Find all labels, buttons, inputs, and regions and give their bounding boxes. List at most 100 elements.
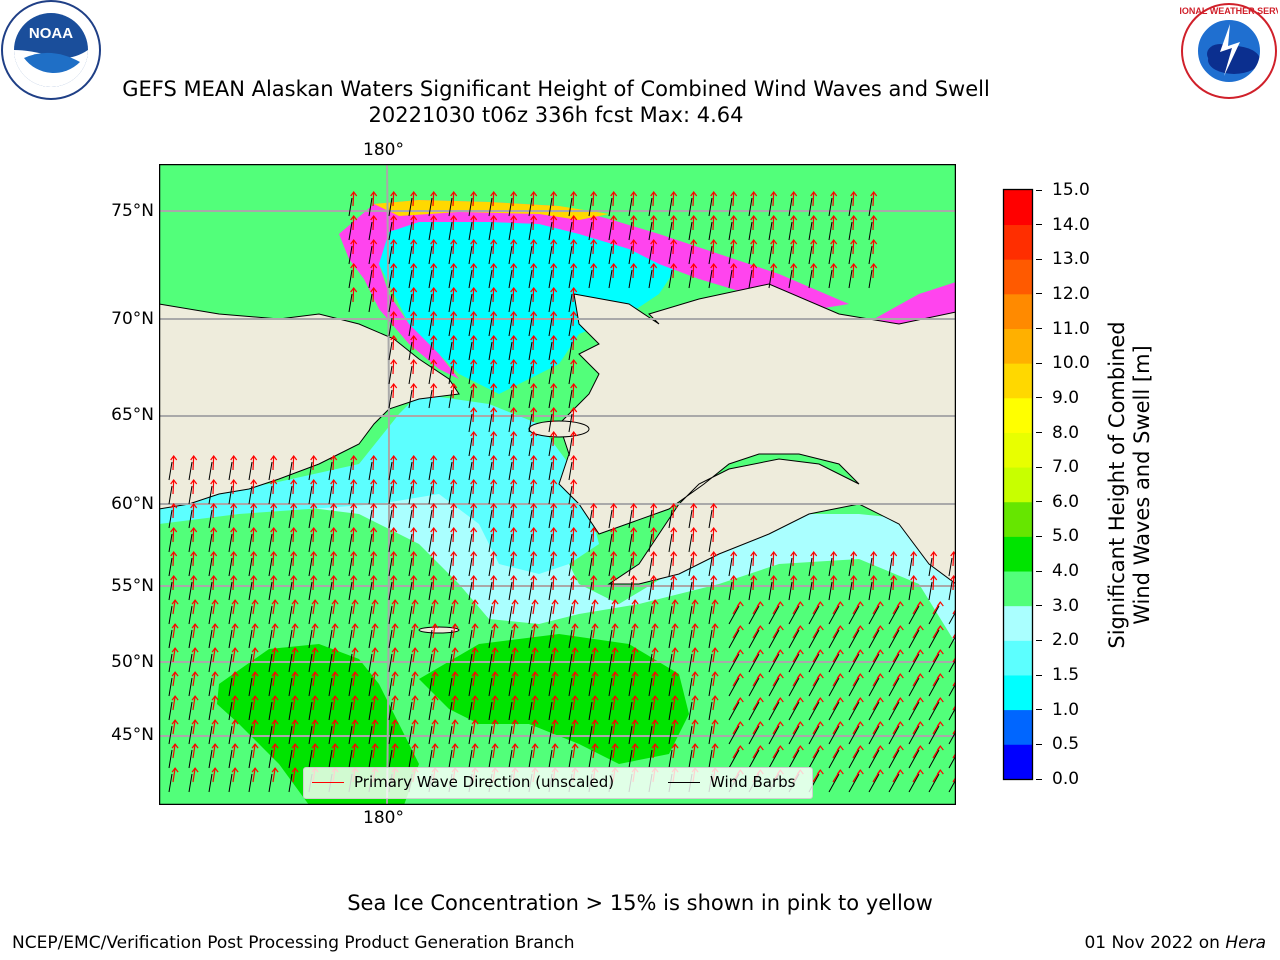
wave-arrow-head xyxy=(471,719,479,725)
wave-arrow-head xyxy=(631,599,639,605)
wind-barb xyxy=(428,341,433,361)
wave-direction-arrow xyxy=(572,503,575,519)
wave-arrow-head xyxy=(331,647,339,653)
wind-barb xyxy=(288,581,293,601)
wave-direction-arrow xyxy=(252,479,255,495)
wind-barb xyxy=(728,221,733,241)
colorbar-tick-label: 6.0 xyxy=(1052,491,1080,512)
wave-arrow-head xyxy=(776,721,784,727)
wave-direction-arrow xyxy=(432,672,436,687)
wind-barb xyxy=(468,245,473,265)
wind-barb xyxy=(368,221,373,241)
wave-direction-arrow xyxy=(652,527,655,543)
wind-barb xyxy=(328,749,333,769)
wind-barb xyxy=(468,557,473,577)
wave-arrow-head xyxy=(491,719,499,725)
wind-barb xyxy=(668,533,673,553)
wind-barb xyxy=(508,293,513,313)
wave-arrow-head xyxy=(490,575,498,581)
wave-direction-arrow xyxy=(632,624,636,639)
colorbar-title-line2: Wind Waves and Swell [m] xyxy=(1130,345,1154,625)
wind-barb xyxy=(588,557,593,577)
wave-arrow-head xyxy=(530,551,538,557)
wave-arrow-head xyxy=(470,263,478,269)
wind-barb xyxy=(448,749,453,769)
wave-direction-arrow xyxy=(732,575,735,591)
wind-barb xyxy=(808,557,813,577)
wave-direction-arrow xyxy=(572,263,575,279)
wave-arrow-head xyxy=(631,623,639,629)
wave-arrow-head xyxy=(330,503,338,509)
wave-direction-arrow xyxy=(752,575,755,591)
wind-barb xyxy=(528,701,533,721)
wave-direction-arrow xyxy=(232,527,235,543)
wave-arrow-head xyxy=(390,311,398,317)
wind-barb xyxy=(888,557,893,577)
wind-barb xyxy=(568,677,573,697)
wave-arrow-head xyxy=(411,671,419,677)
wave-direction-arrow xyxy=(472,431,475,447)
wind-barb xyxy=(368,629,373,649)
wave-arrow-head xyxy=(630,191,638,197)
wave-arrow-head xyxy=(191,695,199,701)
wave-arrow-head xyxy=(590,239,598,245)
wave-arrow-head xyxy=(171,719,179,725)
wind-barb xyxy=(688,701,693,721)
wind-barb xyxy=(748,581,753,601)
wave-arrow-head xyxy=(916,673,924,679)
wave-arrow-head xyxy=(856,721,864,727)
wave-arrow-head xyxy=(650,551,658,557)
wind-barb xyxy=(508,749,513,769)
wave-direction-arrow xyxy=(912,551,915,567)
wind-barb xyxy=(408,605,413,625)
wave-arrow-head xyxy=(410,527,418,533)
wind-barb xyxy=(568,221,573,241)
wave-direction-arrow xyxy=(732,263,735,279)
wave-direction-arrow xyxy=(792,263,795,279)
wave-arrow-head xyxy=(690,191,698,197)
wind-barb xyxy=(748,269,753,289)
wave-arrow-head xyxy=(210,455,218,461)
wind-barb xyxy=(208,629,213,649)
chart-subtitle: 20221030 t06z 336h fcst Max: 4.64 xyxy=(368,103,744,127)
colorbar-tick xyxy=(1036,293,1042,295)
wind-barb xyxy=(168,533,173,553)
wind-barb xyxy=(948,778,956,793)
wave-arrow-head xyxy=(730,215,738,221)
wave-direction-arrow xyxy=(412,575,415,591)
wave-direction-arrow xyxy=(412,720,416,735)
wind-barb xyxy=(408,269,413,289)
wave-direction-arrow xyxy=(512,455,515,471)
wave-arrow-head xyxy=(770,263,778,269)
wave-direction-arrow xyxy=(172,575,175,591)
wave-direction-arrow xyxy=(332,575,335,591)
wind-barb xyxy=(168,749,173,769)
wave-arrow-head xyxy=(370,287,378,293)
wave-arrow-head xyxy=(736,649,744,655)
wind-barb xyxy=(468,509,473,529)
wave-direction-arrow xyxy=(452,311,455,327)
wave-direction-arrow xyxy=(352,215,355,231)
wave-direction-arrow xyxy=(672,672,676,687)
wave-direction-arrow xyxy=(652,215,655,231)
wave-arrow-head xyxy=(271,767,279,773)
wave-direction-arrow xyxy=(592,575,595,591)
wave-arrow-head xyxy=(410,311,418,317)
wind-barb xyxy=(228,653,233,673)
wave-direction-arrow xyxy=(172,648,176,663)
wind-barb xyxy=(468,629,473,649)
wave-arrow-head xyxy=(390,191,398,197)
wave-arrow-head xyxy=(570,263,578,269)
wind-barb xyxy=(668,701,673,721)
wave-direction-arrow xyxy=(732,551,735,567)
wind-barb xyxy=(668,605,673,625)
wave-arrow-head xyxy=(930,551,938,557)
wave-arrow-head xyxy=(631,647,639,653)
wave-arrow-head xyxy=(491,695,499,701)
wind-barb xyxy=(188,749,193,769)
wind-barb xyxy=(868,701,880,721)
wind-barb xyxy=(328,509,333,529)
wave-arrow-head xyxy=(756,649,764,655)
wave-arrow-head xyxy=(830,215,838,221)
wave-arrow-head xyxy=(231,671,239,677)
